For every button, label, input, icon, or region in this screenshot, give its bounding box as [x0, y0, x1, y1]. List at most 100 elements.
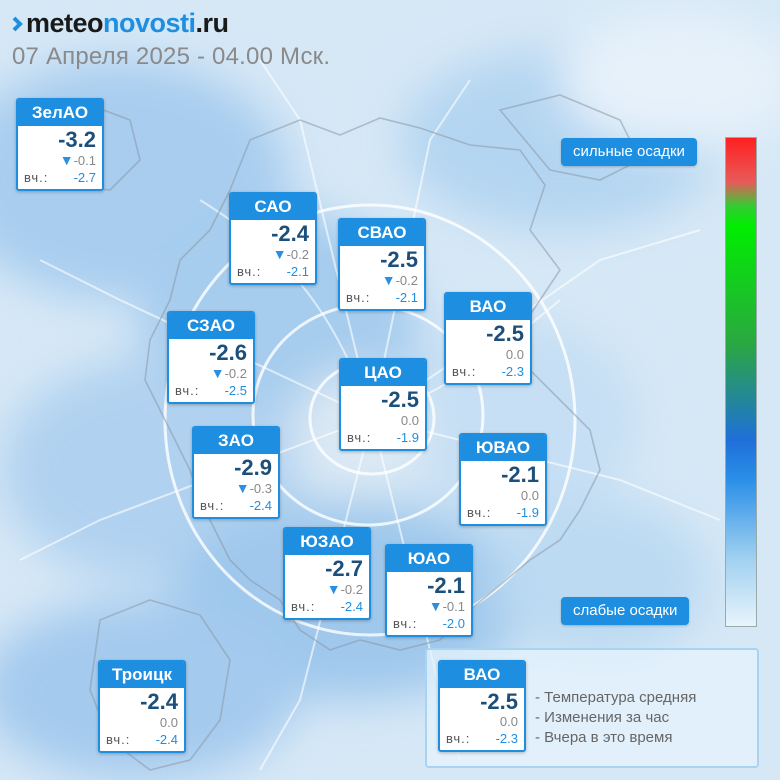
district-name: СВАО: [340, 220, 424, 246]
legend-descriptions: - Температура средняя - Изменения за час…: [535, 688, 696, 748]
district-card-tsao: ЦАО -2.5 0.0 вч.: -1.9: [339, 358, 427, 451]
hourly-change: ▼-0.3: [235, 480, 272, 496]
district-name: САО: [231, 194, 315, 220]
yesterday-temperature: -2.7: [73, 170, 96, 185]
logo-text-main: meteo: [26, 8, 104, 38]
district-card-vao: ВАО -2.5 0.0 вч.: -2.3: [444, 292, 532, 385]
avg-temperature: -2.4: [140, 689, 178, 714]
district-card-zao: ЗАО -2.9 ▼-0.3 вч.: -2.4: [192, 426, 280, 519]
yesterday-temperature: -2.4: [340, 599, 363, 614]
district-name: ВАО: [440, 662, 524, 688]
yesterday-row: вч.: -2.1: [237, 264, 309, 280]
district-card-zelao: ЗелАО -3.2 ▼-0.1 вч.: -2.7: [16, 98, 104, 191]
yesterday-temperature: -2.4: [155, 732, 178, 747]
down-arrow-icon: ▼: [59, 152, 74, 168]
district-card-szao: СЗАО -2.6 ▼-0.2 вч.: -2.5: [167, 311, 255, 404]
down-arrow-icon: ▼: [235, 480, 250, 496]
district-card-yuzao: ЮЗАО -2.7 ▼-0.2 вч.: -2.4: [283, 527, 371, 620]
yesterday-temperature: -2.3: [501, 364, 524, 379]
hourly-change: 0.0: [400, 413, 419, 428]
down-arrow-icon: ▼: [272, 246, 287, 262]
down-arrow-icon: ▼: [428, 598, 443, 614]
forecast-datetime: 07 Апреля 2025 - 04.00 Мск.: [12, 43, 331, 70]
site-logo[interactable]: meteo novosti .ru: [12, 8, 330, 39]
yesterday-label: вч.:: [200, 498, 225, 513]
yesterday-label: вч.:: [446, 731, 471, 746]
yesterday-label: вч.:: [24, 170, 49, 185]
avg-temperature: -3.2: [58, 127, 96, 152]
precipitation-color-scale: [725, 137, 757, 627]
avg-temperature: -2.1: [501, 462, 539, 487]
down-arrow-icon: ▼: [381, 272, 396, 288]
down-arrow-icon: ▼: [326, 581, 341, 597]
yesterday-row: вч.: -2.0: [393, 616, 465, 632]
district-card-troitsk: Троицк -2.4 0.0 вч.: -2.4: [98, 660, 186, 753]
yesterday-row: вч.: -2.3: [446, 731, 518, 747]
district-name: ЗАО: [194, 428, 278, 454]
hourly-change: ▼-0.2: [272, 246, 309, 262]
yesterday-temperature: -2.1: [395, 290, 418, 305]
district-card-sao: САО -2.4 ▼-0.2 вч.: -2.1: [229, 192, 317, 285]
hourly-change: ▼-0.2: [326, 581, 363, 597]
legend-sample-card: ВАО -2.5 0.0 вч.: -2.3: [438, 660, 526, 752]
district-name: ВАО: [446, 294, 530, 320]
hourly-change: ▼-0.2: [381, 272, 418, 288]
yesterday-label: вч.:: [106, 732, 131, 747]
yesterday-temperature: -2.5: [224, 383, 247, 398]
legend-item-yesterday: - Вчера в это время: [535, 729, 673, 746]
yesterday-row: вч.: -2.3: [452, 364, 524, 380]
district-name: ЦАО: [341, 360, 425, 386]
logo-text-accent: novosti: [103, 8, 196, 38]
hourly-change: 0.0: [159, 715, 178, 730]
yesterday-temperature: -2.1: [286, 264, 309, 279]
district-name: ЮЗАО: [285, 529, 369, 555]
logo-mark-icon: [12, 16, 23, 31]
hourly-change: ▼-0.1: [59, 152, 96, 168]
heavy-precip-label: сильные осадки: [561, 138, 697, 166]
yesterday-temperature: -2.0: [442, 616, 465, 631]
hourly-change: 0.0: [499, 714, 518, 729]
district-name: ЮАО: [387, 546, 471, 572]
page-header: meteo novosti .ru 07 Апреля 2025 - 04.00 М…: [12, 8, 330, 71]
district-name: ЗелАО: [18, 100, 102, 126]
legend-item-avg-temp: - Температура средняя: [535, 689, 697, 706]
district-card-yuvao: ЮВАО -2.1 0.0 вч.: -1.9: [459, 433, 547, 526]
avg-temperature: -2.6: [209, 340, 247, 365]
light-precip-label: слабые осадки: [561, 597, 690, 625]
yesterday-label: вч.:: [175, 383, 200, 398]
yesterday-label: вч.:: [291, 599, 316, 614]
district-name: СЗАО: [169, 313, 253, 339]
down-arrow-icon: ▼: [210, 365, 225, 381]
yesterday-label: вч.:: [346, 290, 371, 305]
yesterday-temperature: -2.4: [249, 498, 272, 513]
yesterday-row: вч.: -1.9: [467, 505, 539, 521]
yesterday-row: вч.: -2.4: [291, 599, 363, 615]
avg-temperature: -2.9: [234, 455, 272, 480]
yesterday-row: вч.: -2.1: [346, 290, 418, 306]
yesterday-row: вч.: -2.5: [175, 383, 247, 399]
legend-panel: ВАО -2.5 0.0 вч.: -2.3 - Температура сред…: [425, 648, 759, 768]
yesterday-label: вч.:: [393, 616, 418, 631]
avg-temperature: -2.4: [271, 221, 309, 246]
yesterday-row: вч.: -2.4: [106, 732, 178, 748]
yesterday-temperature: -2.3: [495, 731, 518, 746]
avg-temperature: -2.7: [325, 556, 363, 581]
yesterday-label: вч.:: [237, 264, 262, 279]
district-card-svao: СВАО -2.5 ▼-0.2 вч.: -2.1: [338, 218, 426, 311]
avg-temperature: -2.1: [427, 573, 465, 598]
avg-temperature: -2.5: [486, 321, 524, 346]
district-name: Троицк: [100, 662, 184, 688]
legend-item-hourly-change: - Изменения за час: [535, 709, 670, 726]
hourly-change: ▼-0.1: [428, 598, 465, 614]
yesterday-label: вч.:: [467, 505, 492, 520]
district-card-yuao: ЮАО -2.1 ▼-0.1 вч.: -2.0: [385, 544, 473, 637]
yesterday-row: вч.: -2.7: [24, 170, 96, 186]
yesterday-temperature: -1.9: [516, 505, 539, 520]
avg-temperature: -2.5: [380, 247, 418, 272]
yesterday-row: вч.: -1.9: [347, 430, 419, 446]
district-name: ЮВАО: [461, 435, 545, 461]
logo-text-tld: .ru: [195, 8, 230, 38]
hourly-change: ▼-0.2: [210, 365, 247, 381]
yesterday-temperature: -1.9: [396, 430, 419, 445]
yesterday-row: вч.: -2.4: [200, 498, 272, 514]
